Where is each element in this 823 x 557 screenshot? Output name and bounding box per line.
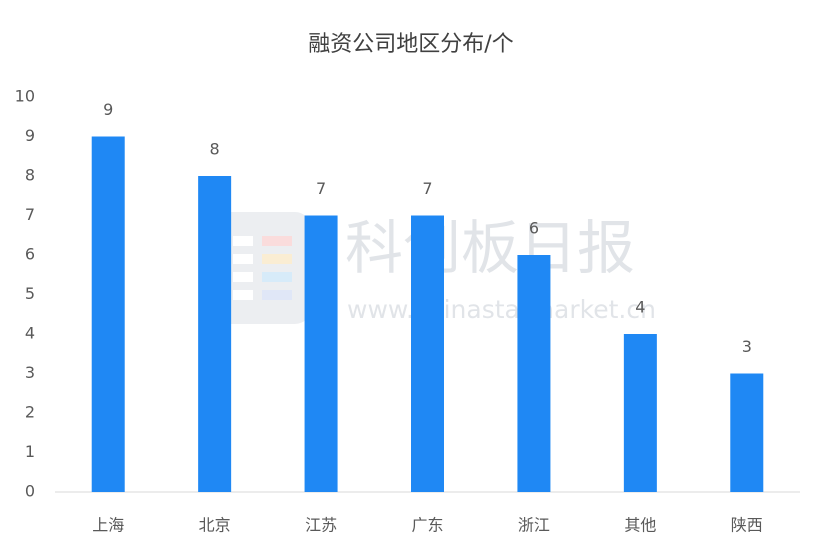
- bar: [91, 136, 125, 492]
- y-tick-label: 0: [25, 482, 35, 501]
- data-label: 9: [103, 100, 113, 119]
- y-tick-label: 8: [25, 166, 35, 185]
- watermark-title: 科创板日报: [345, 214, 635, 282]
- watermark-logo-part: [233, 236, 253, 246]
- x-tick-label: 其他: [624, 516, 656, 535]
- y-tick-label: 4: [25, 324, 35, 343]
- y-tick-label: 5: [25, 284, 35, 303]
- y-tick-label: 2: [25, 403, 35, 422]
- watermark-logo-part: [262, 254, 292, 264]
- bar: [198, 176, 232, 492]
- watermark: 科创板日报 www.chinastarmarket.cn: [213, 212, 656, 324]
- bar: [411, 215, 444, 492]
- data-label: 7: [316, 179, 326, 198]
- bar: [623, 334, 657, 492]
- y-tick-label: 9: [25, 126, 35, 145]
- watermark-logo-part: [233, 254, 253, 264]
- y-tick-label: 3: [25, 363, 35, 382]
- data-label: 3: [742, 337, 752, 356]
- bar: [517, 255, 551, 492]
- watermark-logo-part: [233, 290, 253, 300]
- watermark-url: www.chinastarmarket.cn: [347, 295, 656, 324]
- y-tick-label: 1: [25, 442, 35, 461]
- watermark-logo-part: [233, 272, 253, 282]
- watermark-logo-part: [262, 290, 292, 300]
- x-tick-label: 北京: [199, 516, 231, 535]
- watermark-logo-part: [262, 236, 292, 246]
- x-tick-label: 广东: [411, 516, 443, 535]
- bar: [730, 373, 764, 492]
- x-tick-label: 浙江: [518, 516, 550, 535]
- data-label: 6: [529, 219, 539, 238]
- x-tick-label: 上海: [92, 516, 124, 535]
- y-tick-label: 7: [25, 205, 35, 224]
- bar: [304, 215, 338, 492]
- x-tick-label: 陕西: [731, 516, 763, 535]
- data-label: 7: [422, 179, 432, 198]
- chart-title: 融资公司地区分布/个: [308, 32, 513, 57]
- y-tick-label: 6: [25, 245, 35, 264]
- y-tick-label: 10: [15, 87, 35, 106]
- x-tick-label: 江苏: [305, 516, 337, 535]
- data-label: 8: [210, 140, 220, 159]
- data-label: 4: [635, 298, 645, 317]
- watermark-logo-part: [262, 272, 292, 282]
